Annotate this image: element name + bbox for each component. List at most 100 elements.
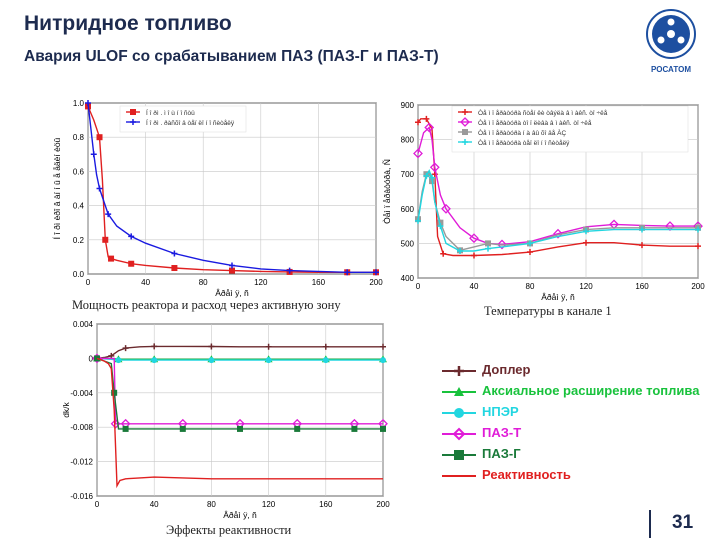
caption-reactivity: Эффекты реактивности [166, 523, 292, 537]
data-point [639, 226, 645, 233]
data-point [485, 240, 491, 247]
x-tick-label: 40 [141, 278, 150, 287]
legend-item-label: Аксиальное расширение топлива [482, 383, 700, 398]
data-point [553, 228, 563, 239]
data-point [128, 260, 135, 267]
data-point [122, 425, 129, 432]
x-tick-label: 120 [254, 278, 268, 287]
legend-marker [462, 109, 468, 115]
legend-item: Аксиальное расширение топлива [440, 381, 720, 403]
y-axis-label: Í î ðì èðî â àí í û å åäèí èöû [52, 137, 62, 239]
data-point [344, 269, 351, 276]
series-line [97, 357, 383, 425]
x-axis-label: Âðåì ÿ, ñ [223, 510, 257, 520]
data-point [429, 174, 435, 181]
y-tick-label: 500 [401, 239, 415, 248]
legend-marker [452, 427, 466, 441]
chart-legend-box [451, 105, 689, 153]
chart-legend-box [119, 105, 247, 133]
legend-line-icon [442, 408, 476, 418]
plot-frame [96, 323, 384, 497]
legend-marker [454, 387, 464, 396]
legend-item: Реактивность [440, 465, 720, 487]
y-tick-label: 0.004 [73, 320, 94, 329]
data-point [322, 343, 329, 350]
legend-marker [454, 408, 464, 418]
legend-item-label: НПЭР [482, 404, 519, 419]
data-point [351, 425, 358, 432]
data-point [497, 239, 507, 250]
data-point [108, 255, 115, 262]
data-point [437, 223, 444, 230]
data-point [229, 267, 235, 274]
y-axis-label: Òåì ï åðàòóðà, Ñ [382, 159, 392, 224]
data-point [424, 122, 435, 133]
data-point [380, 425, 386, 432]
y-axis-label: dk/k [61, 401, 71, 417]
legend-label: Í î ðì . ðàñõî ä òåï ëî í î ñèòåëÿ [146, 118, 235, 127]
page-divider [649, 510, 651, 538]
data-point [286, 267, 293, 274]
x-tick-label: 120 [579, 282, 593, 291]
y-tick-label: 700 [401, 170, 415, 179]
data-point [583, 228, 589, 235]
data-point [102, 236, 109, 243]
legend-label: Òå ì ï åðàòóðà òî ï ëèâà â ì àêñ. òî ÷êå [478, 118, 592, 127]
data-point [457, 248, 463, 255]
x-tick-label: 200 [369, 278, 383, 287]
page-subtitle: Авария ULOF со срабатыванием ПАЗ (ПАЗ-Г … [24, 48, 439, 65]
data-point [423, 172, 430, 179]
legend-line-icon [442, 427, 476, 441]
x-tick-label: 0 [95, 500, 100, 509]
y-tick-label: 0 [89, 354, 94, 363]
legend-marker [462, 139, 468, 145]
data-point [471, 252, 477, 259]
legend-item-label: ПАЗ-Т [482, 425, 522, 440]
page-number: 31 [672, 512, 694, 533]
data-point [527, 249, 533, 256]
data-point [229, 262, 235, 269]
y-tick-label: 400 [401, 274, 415, 283]
y-tick-label: 0.0 [73, 270, 85, 279]
y-tick-label: 600 [401, 205, 415, 214]
legend-line-icon [442, 387, 476, 396]
data-point [322, 357, 329, 364]
legend-marker [130, 119, 136, 125]
data-point [111, 389, 118, 396]
series-line [87, 102, 376, 273]
legend-item: ПАЗ-Т [440, 423, 720, 445]
legend-marker [130, 109, 136, 115]
series-line [96, 357, 383, 430]
data-point [441, 203, 451, 214]
data-point [115, 357, 122, 364]
y-tick-label: 900 [401, 101, 415, 110]
y-tick-label: -0.008 [70, 423, 93, 432]
data-point [415, 217, 421, 224]
x-tick-label: 80 [526, 282, 535, 291]
legend-label: Í î ðì . ì î ù í î ñòü [146, 108, 195, 117]
legend-item-label: ПАЗ-Г [482, 446, 521, 461]
y-tick-label: -0.004 [70, 389, 93, 398]
legend-label: Òå ì ï åðàòóðà ñòåí êè òâýëà â ì àêñ. òî… [478, 108, 608, 117]
data-point [695, 226, 701, 233]
legend-item: Доплер [440, 360, 720, 382]
legend-item-label: Доплер [482, 362, 531, 377]
legend-label: Òå ì ï åðàòóðà í à âû õî äå ÀÇ [478, 128, 566, 137]
data-point [122, 345, 129, 352]
x-tick-label: 40 [150, 500, 159, 509]
legend-label: Òå ì ï åðàòóðà òåï ëî í î ñèòåëÿ [478, 138, 570, 147]
data-point [294, 425, 301, 432]
data-point [265, 343, 272, 350]
data-point [265, 357, 272, 364]
data-point [151, 343, 158, 350]
y-tick-label: 0.4 [73, 202, 85, 211]
reactivity-legend: Доплер Аксиальное расширение топлива НПЭР П… [440, 360, 720, 490]
legend-marker [454, 366, 464, 376]
data-point [96, 134, 103, 141]
y-tick-label: 0.8 [73, 133, 85, 142]
y-tick-label: -0.016 [70, 492, 93, 501]
data-point [380, 357, 386, 364]
data-point [583, 239, 589, 246]
